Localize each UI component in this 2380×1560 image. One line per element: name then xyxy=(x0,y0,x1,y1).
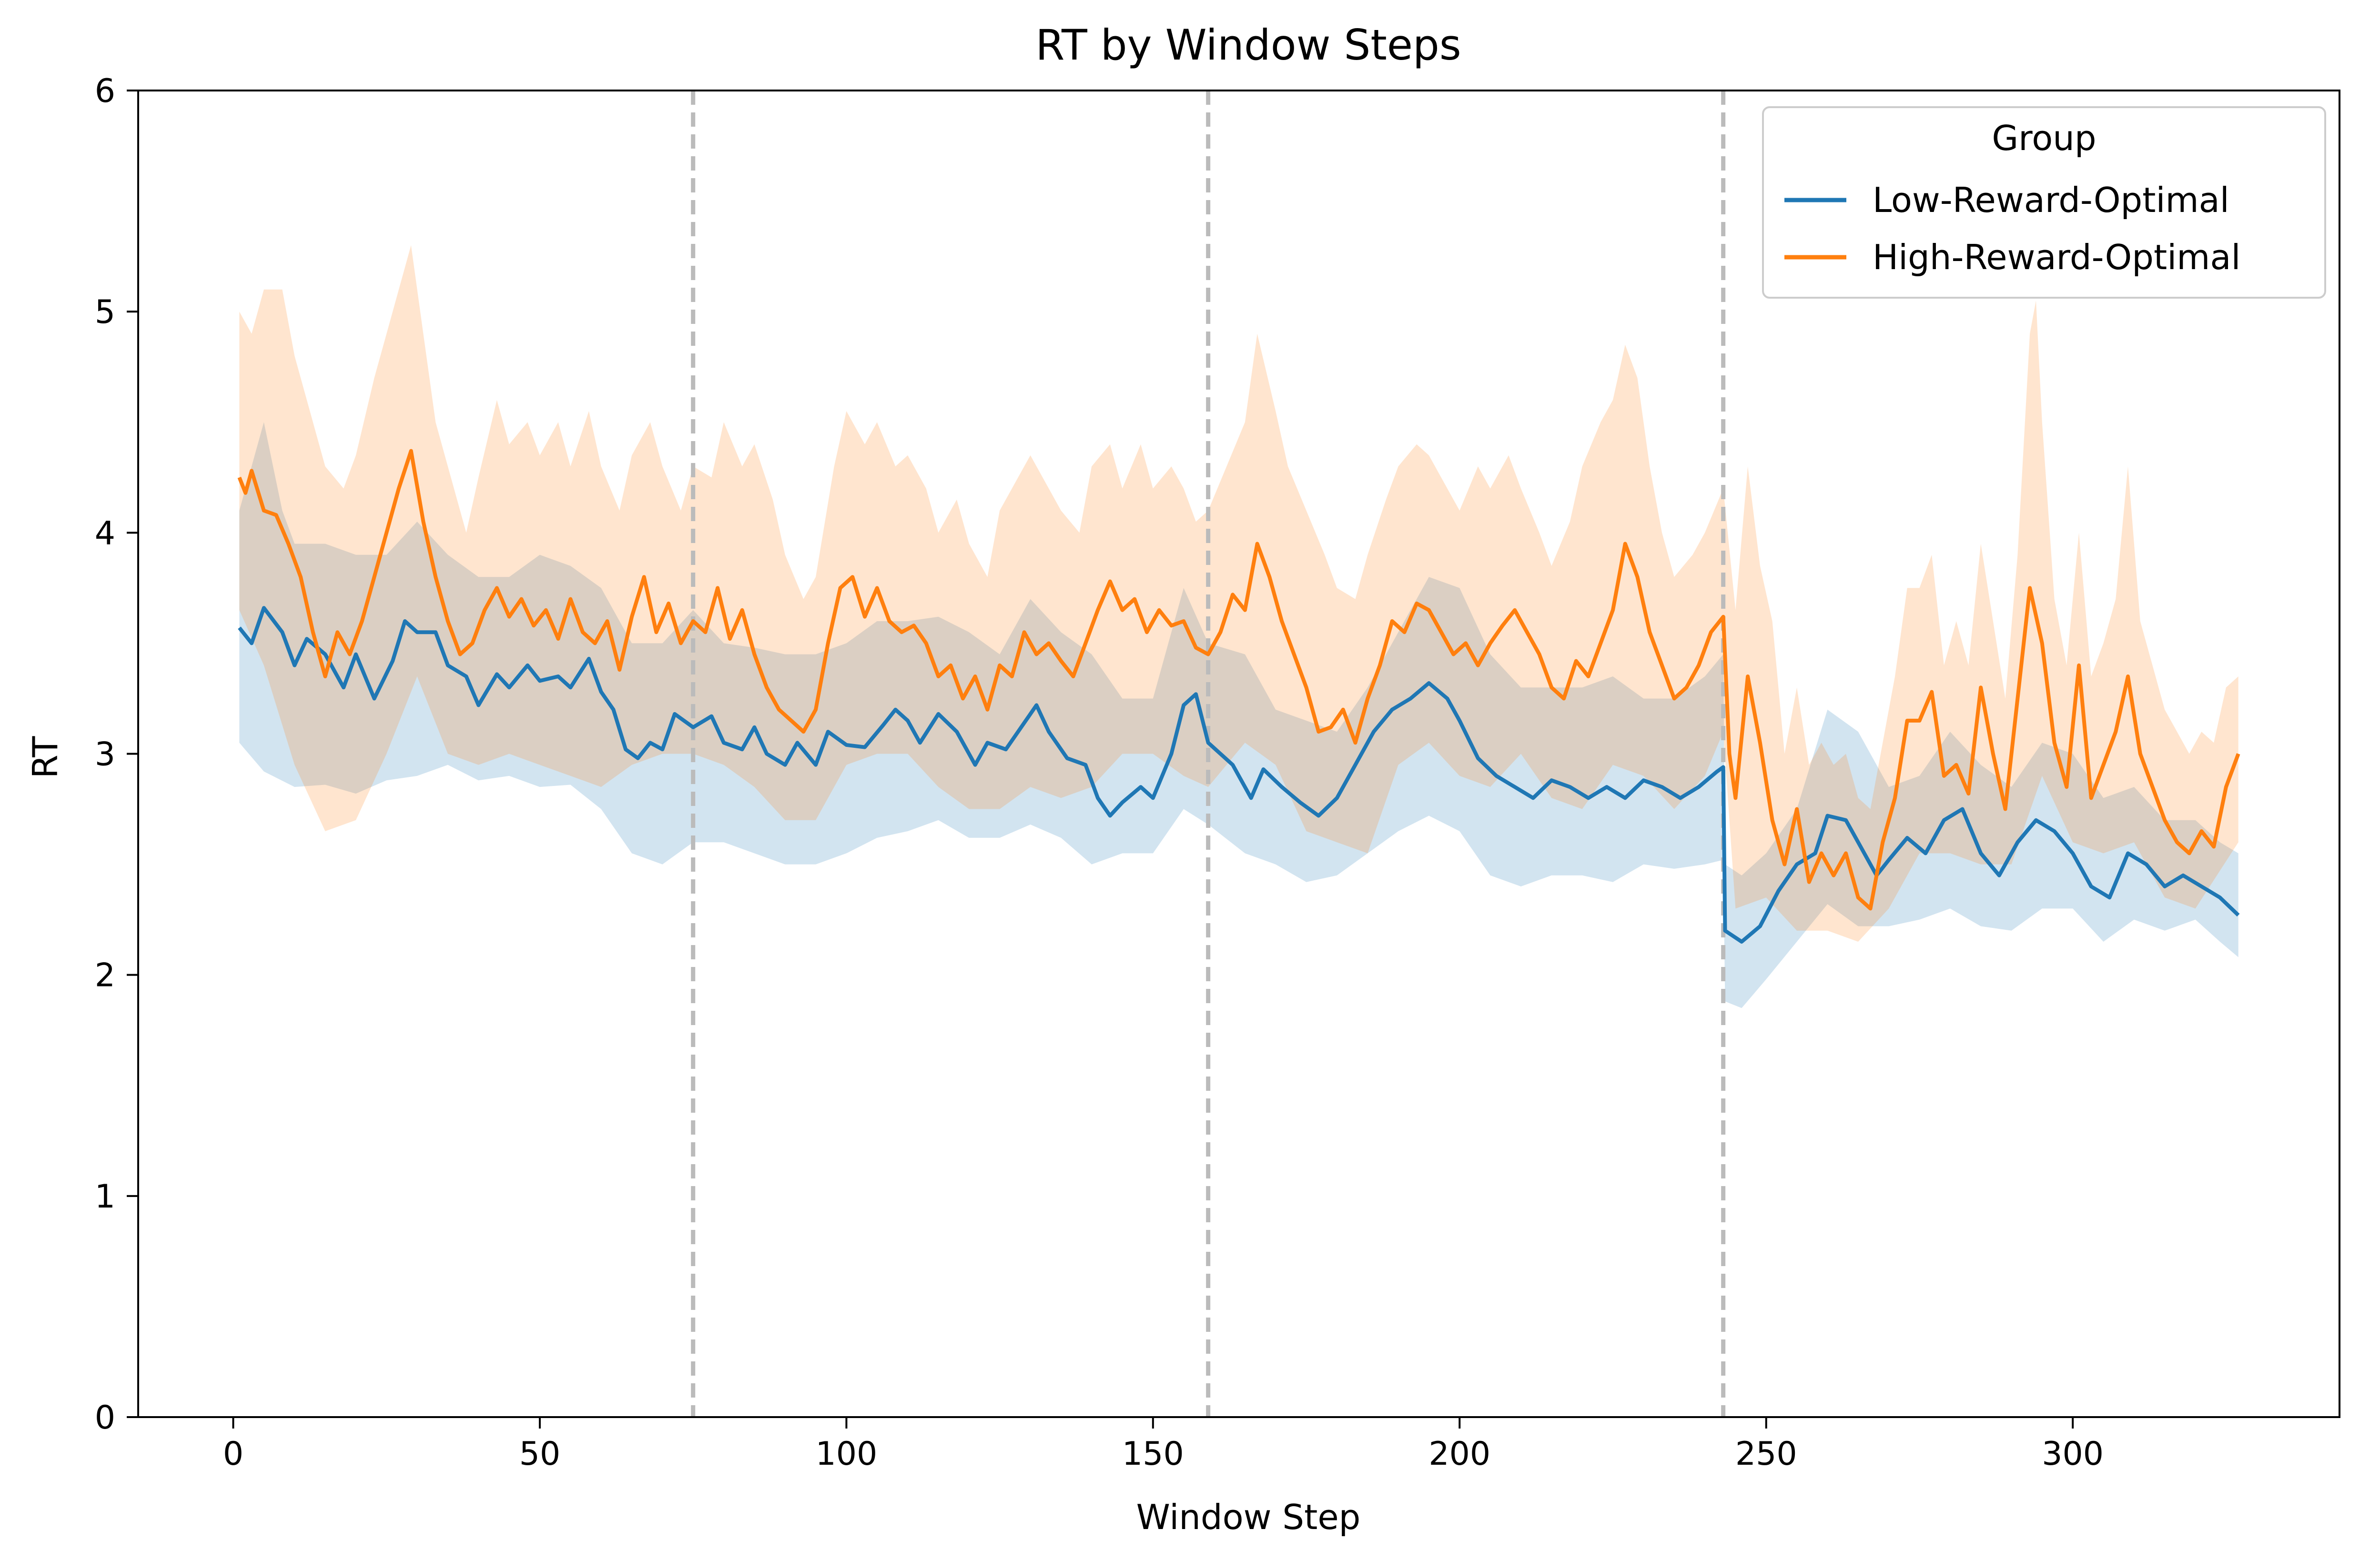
confidence-bands xyxy=(239,245,2238,1008)
legend-label-1: Low-Reward-Optimal xyxy=(1873,180,2229,220)
legend-box xyxy=(1762,106,2326,299)
x-tick-label-50: 50 xyxy=(519,1435,561,1473)
y-tick-label-1: 1 xyxy=(95,1178,115,1216)
series-line-2 xyxy=(237,449,2240,911)
chart-title: RT by Window Steps xyxy=(1035,20,1461,70)
series-line-1 xyxy=(238,606,2240,944)
x-tick-label-200: 200 xyxy=(1428,1435,1490,1473)
y-tick-label-3: 3 xyxy=(95,736,115,774)
y-axis-label: RT xyxy=(25,736,65,779)
legend-title: Group xyxy=(1992,118,2096,158)
series-lines xyxy=(237,449,2240,944)
legend: Group Low-Reward-Optimal High-Reward-Optim… xyxy=(1762,106,2326,299)
y-tick-label-2: 2 xyxy=(95,957,115,995)
x-tick-label-150: 150 xyxy=(1122,1435,1184,1473)
x-tick-label-300: 300 xyxy=(2042,1435,2104,1473)
x-tick-label-100: 100 xyxy=(815,1435,877,1473)
y-tick-label-4: 4 xyxy=(95,514,115,552)
x-tick-label-0: 0 xyxy=(223,1435,243,1473)
y-tick-label-6: 6 xyxy=(95,72,115,110)
y-tick-label-0: 0 xyxy=(95,1399,115,1437)
block-boundaries xyxy=(691,91,1726,1417)
axes: 0 50 100 150 200 250 300 0 1 2 3 4 5 6 xyxy=(95,72,2340,1473)
ci-band-series-1 xyxy=(239,422,2238,1008)
x-tick-label-250: 250 xyxy=(1735,1435,1797,1473)
legend-label-2: High-Reward-Optimal xyxy=(1873,237,2240,277)
x-axis-label: Window Step xyxy=(1136,1497,1361,1537)
y-tick-label-5: 5 xyxy=(95,293,115,331)
